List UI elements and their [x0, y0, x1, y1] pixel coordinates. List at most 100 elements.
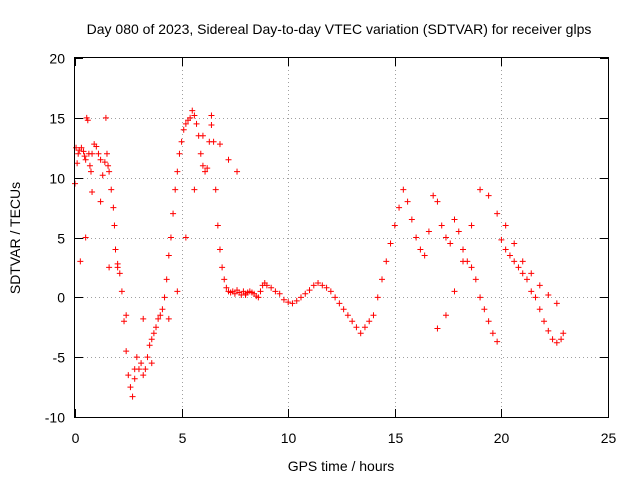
data-point	[257, 288, 264, 295]
data-point	[494, 210, 501, 217]
data-point	[148, 336, 155, 343]
data-point	[170, 210, 177, 217]
data-point	[189, 107, 196, 114]
data-point	[434, 325, 441, 332]
data-point	[93, 143, 100, 150]
data-point	[216, 141, 223, 148]
data-point	[77, 258, 84, 265]
axis-ticks	[75, 58, 609, 418]
data-point	[97, 156, 104, 163]
data-point	[106, 168, 113, 175]
data-point	[116, 270, 123, 277]
data-point	[498, 236, 505, 243]
data-point	[167, 234, 174, 241]
data-point	[344, 312, 351, 319]
data-point	[408, 216, 415, 223]
data-point	[144, 354, 151, 361]
data-point	[102, 114, 109, 121]
data-point	[78, 144, 85, 151]
data-point	[133, 354, 140, 361]
data-point	[199, 132, 206, 139]
data-point	[123, 312, 130, 319]
data-point	[302, 290, 309, 297]
data-point	[101, 159, 108, 166]
data-point	[125, 372, 132, 379]
chart-title: Day 080 of 2023, Sidereal Day-to-day VTE…	[87, 21, 592, 37]
data-point	[357, 330, 364, 337]
data-point	[87, 168, 94, 175]
data-point	[176, 150, 183, 157]
data-point	[202, 168, 209, 175]
data-point	[178, 138, 185, 145]
data-point	[114, 260, 121, 267]
data-point	[536, 306, 543, 313]
data-point	[121, 318, 128, 325]
data-point	[506, 252, 513, 259]
data-point	[425, 228, 432, 235]
data-point	[332, 294, 339, 301]
data-point	[223, 284, 230, 291]
data-point	[216, 246, 223, 253]
data-point	[511, 240, 518, 247]
data-point	[82, 156, 89, 163]
data-point	[396, 204, 403, 211]
y-axis-tick-labels: -10 -5 0 5 10 15 20	[45, 51, 65, 426]
data-point	[161, 294, 168, 301]
data-point	[111, 222, 118, 229]
data-point	[127, 384, 134, 391]
data-point	[242, 291, 249, 298]
data-point	[430, 192, 437, 199]
data-point	[558, 336, 565, 343]
data-point	[191, 186, 198, 193]
data-point	[135, 366, 142, 373]
data-point	[103, 150, 110, 157]
data-point	[155, 315, 162, 322]
data-point	[105, 162, 112, 169]
data-point	[142, 366, 149, 373]
data-point	[140, 315, 147, 322]
plot-frame	[74, 57, 609, 418]
data-point	[263, 282, 270, 289]
data-point	[272, 288, 279, 295]
data-point	[391, 222, 398, 229]
data-point	[153, 324, 160, 331]
data-point	[447, 240, 454, 247]
y-tick-label: 0	[57, 290, 65, 306]
data-point	[108, 186, 115, 193]
data-point	[297, 294, 304, 301]
data-point	[268, 284, 275, 291]
data-point	[502, 246, 509, 253]
data-point	[74, 160, 81, 167]
data-point	[560, 330, 567, 337]
data-point	[460, 246, 467, 253]
data-point	[349, 318, 356, 325]
data-point	[110, 204, 117, 211]
data-point	[481, 306, 488, 313]
data-point	[204, 165, 211, 172]
data-point	[417, 246, 424, 253]
data-point	[89, 150, 96, 157]
data-point	[97, 198, 104, 205]
x-axis-tick-labels: 0 5 10 15 20 25	[72, 430, 617, 446]
data-point	[210, 138, 217, 145]
x-tick-label: 15	[388, 430, 404, 446]
data-point	[366, 318, 373, 325]
data-point	[468, 264, 475, 271]
data-point	[519, 258, 526, 265]
data-point	[131, 375, 138, 382]
data-point	[219, 264, 226, 271]
data-point	[451, 216, 458, 223]
data-point	[319, 282, 326, 289]
data-point	[75, 150, 82, 157]
x-tick-label: 20	[494, 430, 510, 446]
data-point	[438, 222, 445, 229]
data-point	[553, 300, 560, 307]
data-point	[553, 339, 560, 346]
data-point	[82, 234, 89, 241]
x-tick-label: 25	[601, 430, 617, 446]
data-point	[255, 294, 262, 301]
data-point	[455, 228, 462, 235]
data-point	[532, 294, 539, 301]
data-point	[80, 148, 87, 155]
